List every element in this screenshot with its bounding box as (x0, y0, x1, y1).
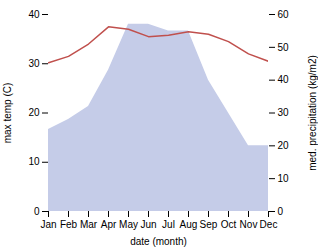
svg-text:10: 10 (278, 173, 290, 184)
svg-text:30: 30 (278, 107, 290, 118)
svg-text:Feb: Feb (60, 219, 78, 230)
svg-text:30: 30 (28, 58, 40, 69)
svg-text:20: 20 (278, 140, 290, 151)
svg-text:Aug: Aug (180, 219, 198, 230)
svg-text:Sep: Sep (200, 219, 218, 230)
svg-text:med. precipitation (kg/m2): med. precipitation (kg/m2) (307, 55, 318, 171)
svg-text:Jan: Jan (40, 219, 56, 230)
svg-text:Jul: Jul (162, 219, 175, 230)
svg-text:May: May (119, 219, 138, 230)
svg-text:60: 60 (278, 9, 290, 20)
svg-text:40: 40 (278, 74, 290, 85)
svg-text:Apr: Apr (101, 219, 117, 230)
svg-text:50: 50 (278, 42, 290, 53)
svg-text:0: 0 (34, 206, 40, 217)
svg-text:10: 10 (28, 156, 40, 167)
svg-text:0: 0 (278, 206, 284, 217)
svg-text:Mar: Mar (80, 219, 98, 230)
svg-text:20: 20 (28, 107, 40, 118)
svg-text:Nov: Nov (240, 219, 258, 230)
svg-text:Oct: Oct (221, 219, 237, 230)
svg-text:40: 40 (28, 9, 40, 20)
svg-text:max temp (C): max temp (C) (2, 83, 13, 144)
svg-text:Dec: Dec (260, 219, 278, 230)
svg-text:Jun: Jun (140, 219, 156, 230)
svg-text:date (month): date (month) (130, 236, 187, 247)
